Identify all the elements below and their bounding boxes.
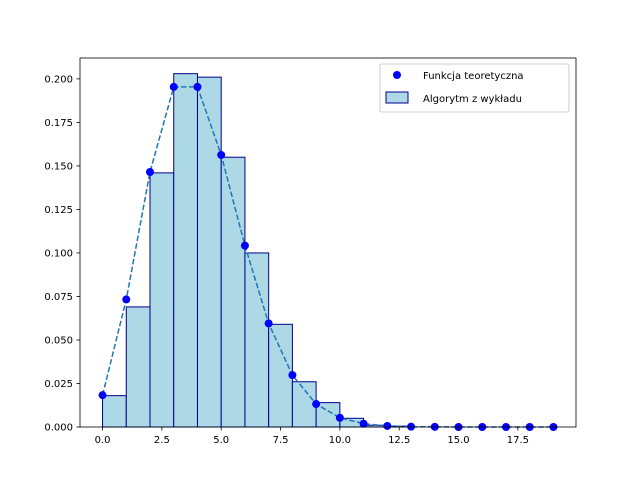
x-tick-label: 7.5 bbox=[273, 435, 289, 446]
legend: Funkcja teoretyczna Algorytm z wykładu bbox=[380, 64, 569, 112]
y-tick-label: 0.025 bbox=[44, 379, 73, 390]
x-tick-label: 2.5 bbox=[154, 435, 170, 446]
histogram-bar bbox=[197, 77, 221, 427]
legend-label-theoretical: Funkcja teoretyczna bbox=[423, 71, 524, 82]
x-tick-label: 15.0 bbox=[447, 435, 469, 446]
y-tick-label: 0.200 bbox=[44, 74, 73, 85]
theoretical-point bbox=[122, 295, 130, 303]
theoretical-point bbox=[265, 319, 273, 327]
x-tick-label: 5.0 bbox=[213, 435, 229, 446]
histogram-bar bbox=[221, 157, 245, 427]
y-tick-label: 0.075 bbox=[44, 292, 73, 303]
histogram-bar bbox=[126, 307, 150, 427]
histogram-bar bbox=[245, 253, 269, 427]
theoretical-point bbox=[146, 168, 154, 176]
theoretical-point bbox=[241, 242, 249, 250]
y-tick-label: 0.050 bbox=[44, 335, 73, 346]
histogram-bar bbox=[316, 403, 340, 427]
legend-label-algorithm: Algorytm z wykładu bbox=[423, 94, 522, 105]
x-tick-label: 17.5 bbox=[507, 435, 529, 446]
theoretical-point bbox=[383, 422, 391, 430]
theoretical-point bbox=[288, 371, 296, 379]
y-tick-label: 0.100 bbox=[44, 248, 73, 259]
x-tick-label: 0.0 bbox=[95, 435, 111, 446]
theoretical-point bbox=[217, 151, 225, 159]
histogram-bar bbox=[174, 74, 198, 427]
y-tick-label: 0.125 bbox=[44, 205, 73, 216]
x-tick-label: 12.5 bbox=[388, 435, 410, 446]
theoretical-point bbox=[170, 83, 178, 91]
histogram-bar bbox=[103, 396, 127, 427]
theoretical-point bbox=[99, 391, 107, 399]
theoretical-point bbox=[312, 400, 320, 408]
theoretical-point bbox=[336, 414, 344, 422]
legend-point-marker bbox=[393, 71, 401, 79]
y-tick-label: 0.000 bbox=[44, 423, 73, 434]
y-tick-label: 0.175 bbox=[44, 118, 73, 129]
legend-bar-patch bbox=[386, 92, 408, 103]
y-tick-label: 0.150 bbox=[44, 161, 73, 172]
theoretical-point bbox=[193, 83, 201, 91]
histogram-bars bbox=[103, 74, 412, 427]
x-tick-label: 10.0 bbox=[329, 435, 351, 446]
histogram-bar bbox=[150, 173, 174, 427]
theoretical-point bbox=[360, 420, 368, 428]
